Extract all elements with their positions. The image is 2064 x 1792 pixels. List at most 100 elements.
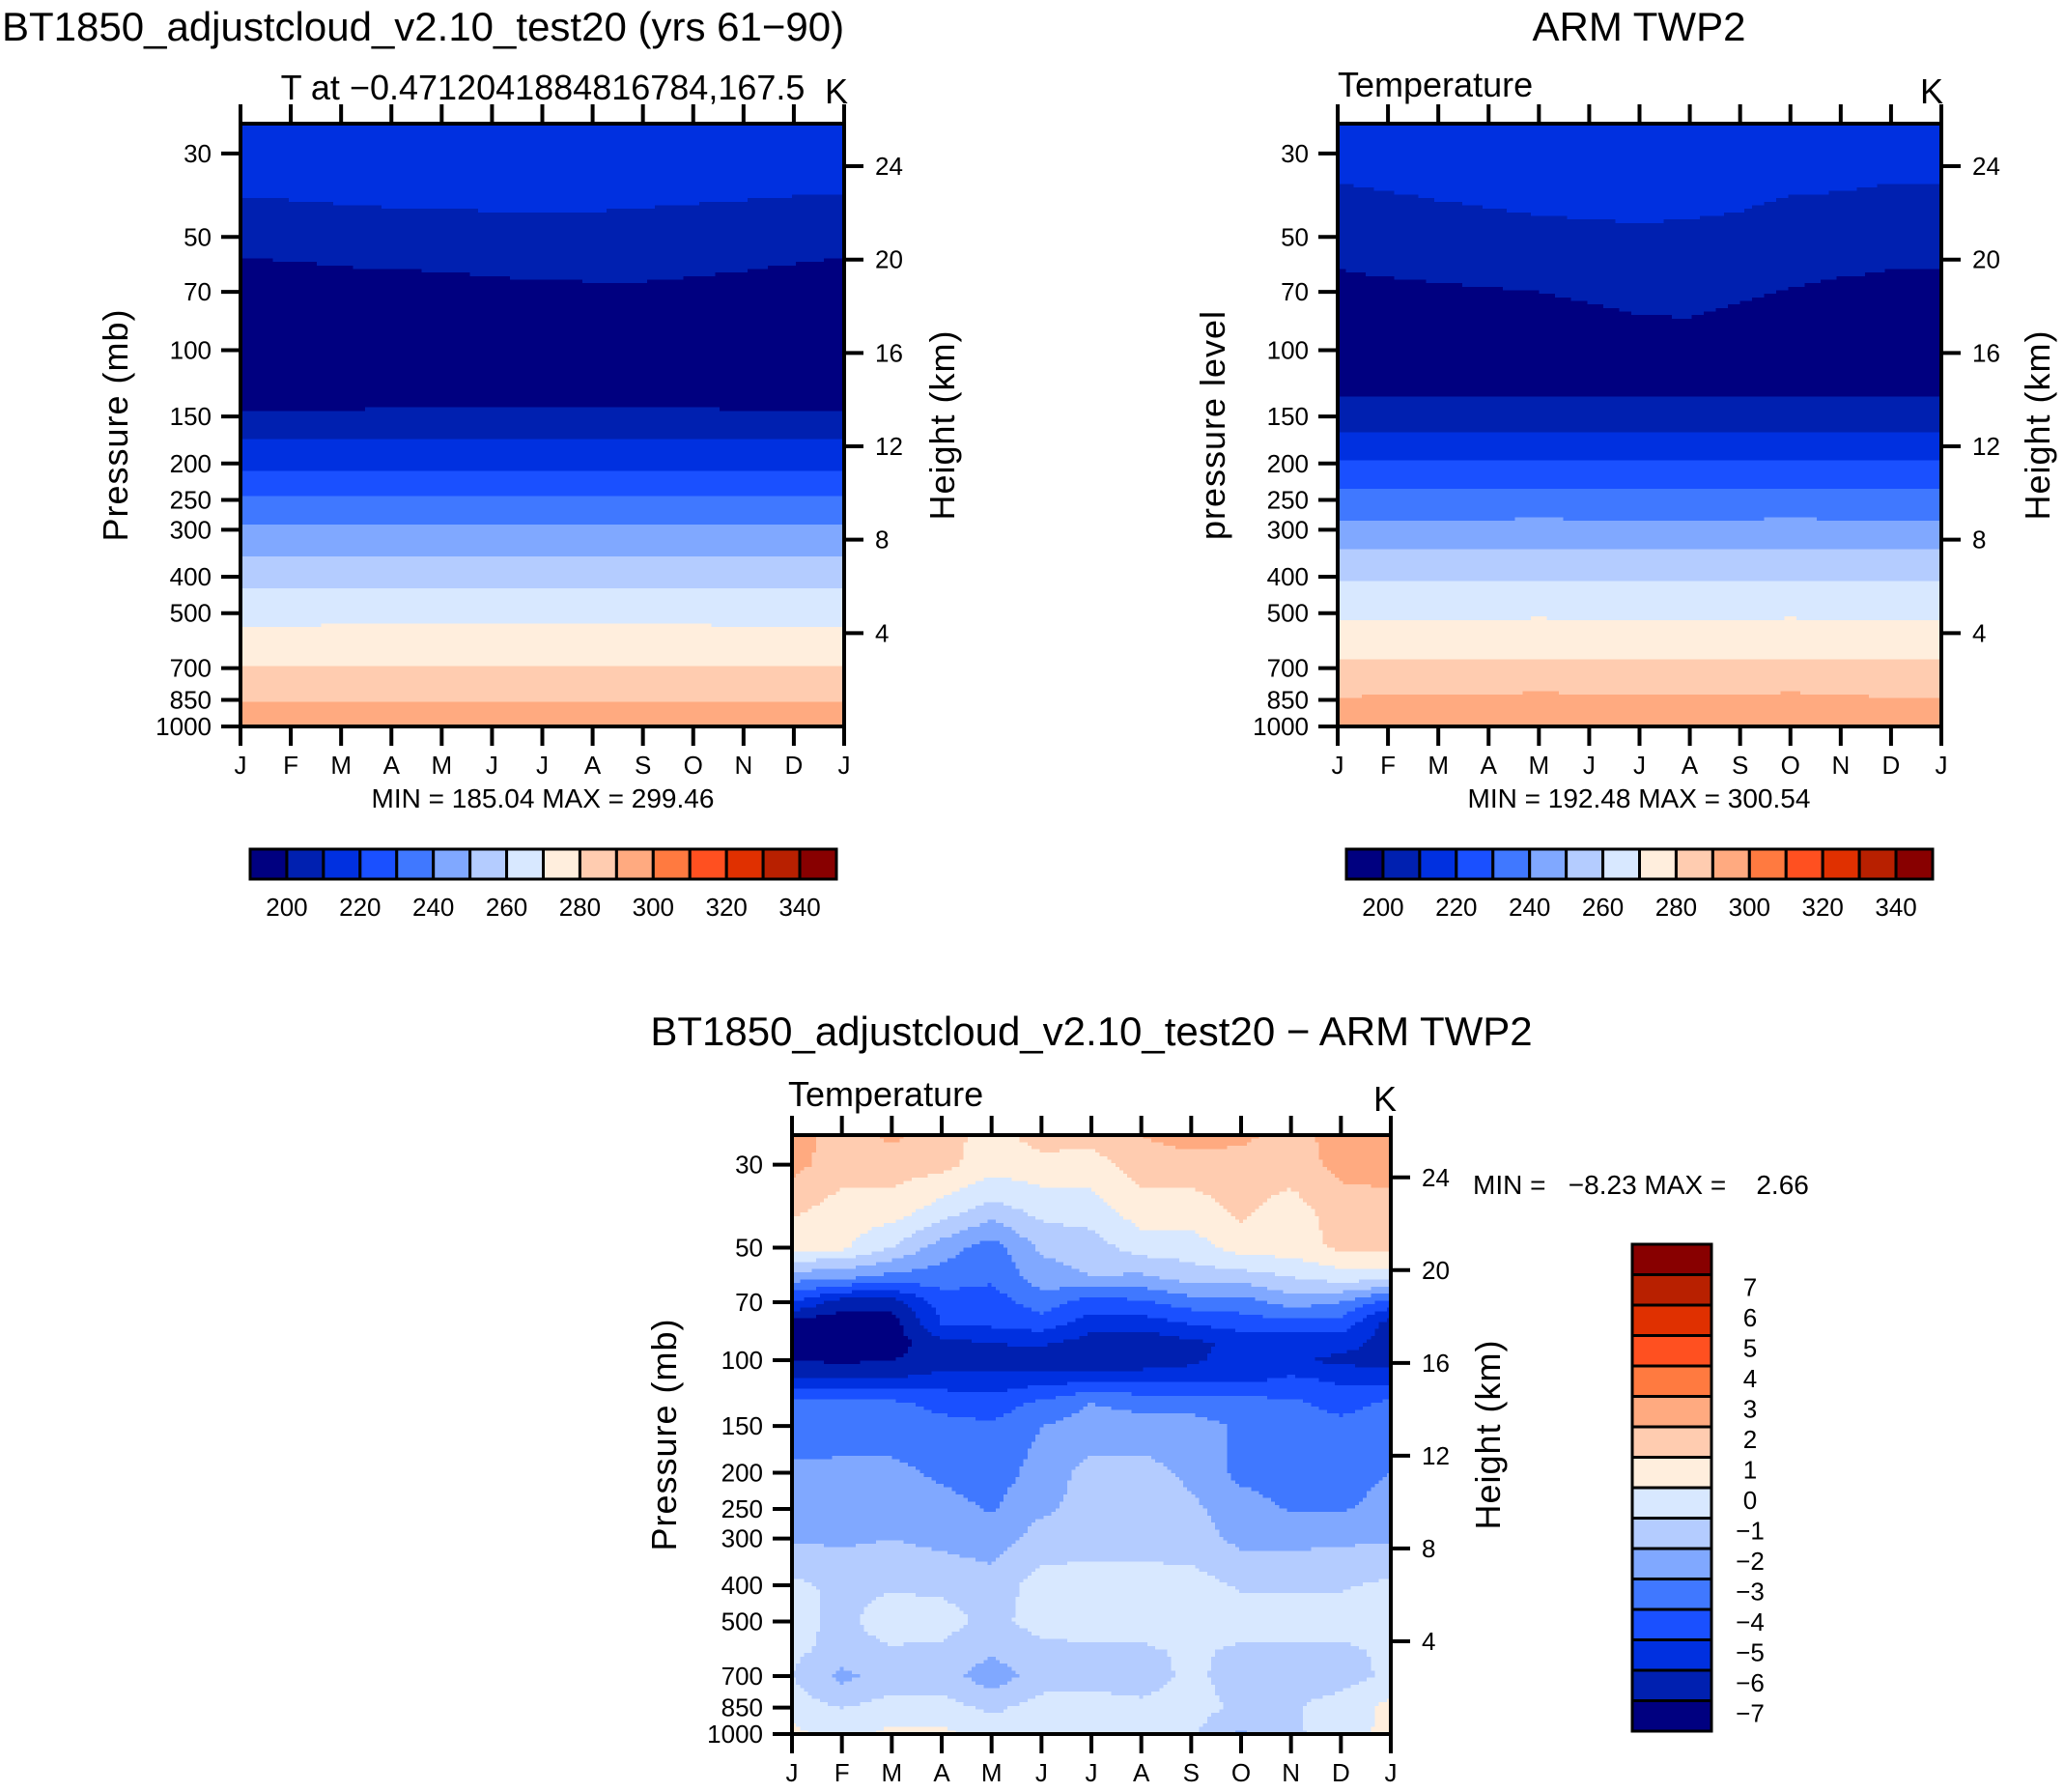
contour-fill-band: [1338, 591, 1942, 596]
contour-fill-band: [240, 584, 845, 589]
contour-fill-band: [792, 1381, 1068, 1386]
contour-fill-band: [987, 1283, 993, 1288]
y-tick-label: 1000: [156, 712, 212, 741]
contour-fill-band: [912, 1234, 952, 1238]
contour-fill-band: [240, 389, 845, 394]
contour-fill-band: [1358, 1346, 1392, 1351]
diff-y2label: Height (km): [1468, 1339, 1508, 1529]
contour-fill-band: [792, 1318, 901, 1323]
contour-fill-band: [923, 1226, 969, 1232]
contour-fill-band: [819, 1202, 933, 1207]
contour-fill-band: [1079, 1296, 1128, 1302]
contour-fill-band: [792, 1198, 825, 1203]
contour-fill-band: [832, 1674, 861, 1679]
contour-fill-band: [1315, 1356, 1392, 1362]
contour-fill-band: [240, 173, 845, 178]
contour-fill-band: [1311, 1304, 1364, 1309]
contour-fill-band: [1111, 1406, 1320, 1411]
contour-fill-band: [1206, 1674, 1376, 1679]
contour-fill-band: [1371, 1294, 1392, 1298]
contour-fill-band: [1318, 1152, 1392, 1157]
contour-fill-band: [1338, 428, 1942, 433]
contour-fill-band: [895, 1184, 969, 1189]
obs-y2label: Height (km): [2018, 329, 2057, 520]
contour-fill-band: [899, 1459, 1025, 1464]
contour-fill-band: [792, 1504, 980, 1510]
contour-fill-band: [1032, 1283, 1252, 1288]
contour-fill-band: [1115, 1244, 1216, 1249]
plot-layer: J F M A M J J A S O N D J305070100150200250300400500…: [156, 104, 2000, 1787]
contour-fill-band: [240, 474, 845, 479]
contour-fill-band: [1315, 1209, 1392, 1213]
colorbar-label: 200: [266, 893, 307, 922]
contour-fill-band: [1183, 1484, 1240, 1489]
contour-fill-band: [1322, 1159, 1392, 1164]
contour-fill-band: [1266, 1300, 1340, 1305]
contour-fill-band: [655, 205, 845, 210]
y-tick-label: 500: [721, 1607, 763, 1636]
contour-fill-band: [852, 1244, 897, 1249]
y-tick-label: 150: [1267, 402, 1309, 431]
contour-fill-band: [240, 272, 471, 277]
contour-fill-band: [1015, 1540, 1229, 1545]
contour-fill-band: [1004, 1494, 1064, 1499]
contour-fill-band: [1095, 1403, 1312, 1408]
contour-fill-band: [1338, 180, 1942, 185]
contour-fill-band: [1318, 1215, 1392, 1221]
contour-fill-band: [951, 1166, 1120, 1172]
colorbar-box: [468, 847, 509, 881]
contour-fill-band: [1338, 166, 1942, 171]
contour-fill-band: [927, 1300, 1017, 1305]
contour-fill-band: [1171, 1666, 1212, 1671]
contour-fill-band: [1354, 1322, 1380, 1326]
contour-fill-band: [1374, 1716, 1392, 1721]
contour-fill-band: [987, 1656, 997, 1662]
contour-fill-band: [240, 152, 845, 156]
contour-fill-band: [792, 1469, 920, 1474]
y-tick-label: 300: [1267, 515, 1309, 544]
contour-fill-band: [907, 1346, 1212, 1351]
contour-fill-band: [792, 1392, 1077, 1397]
contour-fill-band: [792, 1455, 833, 1461]
contour-fill-band: [1374, 1705, 1392, 1711]
contour-fill-band: [903, 1540, 1017, 1545]
contour-fill-band: [903, 1332, 933, 1337]
contour-fill-band: [1338, 127, 1942, 131]
contour-fill-band: [240, 644, 845, 649]
contour-fill-band: [815, 1149, 965, 1153]
contour-fill-band: [1023, 1579, 1220, 1583]
contour-fill-band: [1331, 1353, 1392, 1358]
contour-fill-band: [792, 1540, 877, 1545]
contour-fill-band: [1206, 1670, 1376, 1675]
colorbar-label: 6: [1743, 1303, 1757, 1332]
contour-fill-band: [792, 1515, 1044, 1521]
contour-fill-band: [240, 460, 845, 465]
colorbar-box: [688, 847, 728, 881]
contour-fill-band: [240, 336, 845, 341]
y-tick-label: 30: [184, 139, 212, 168]
contour-fill-band: [811, 1152, 965, 1157]
contour-fill-band: [240, 343, 845, 348]
contour-fill-band: [1219, 1529, 1392, 1534]
contour-fill-band: [824, 1360, 861, 1365]
contour-fill-band: [1067, 1638, 1392, 1643]
contour-fill-band: [1338, 243, 1942, 249]
contour-fill-band: [792, 1656, 801, 1662]
contour-fill-band: [792, 1155, 813, 1161]
contour-fill-band: [240, 442, 845, 447]
contour-fill-band: [1338, 237, 1942, 242]
contour-fill-band: [792, 1525, 1029, 1531]
contour-fill-band: [240, 304, 845, 309]
contour-fill-band: [1374, 1720, 1392, 1724]
contour-fill-band: [1219, 1709, 1304, 1714]
contour-fill-band: [792, 1364, 1188, 1369]
contour-fill-band: [792, 1536, 1021, 1542]
contour-fill-band: [1318, 1145, 1392, 1151]
x-tick-label: O: [684, 751, 703, 780]
contour-fill-band: [1067, 1381, 1336, 1386]
contour-fill-band: [1338, 360, 1942, 366]
y2-tick-label: 16: [875, 338, 903, 367]
contour-fill-band: [1163, 1463, 1229, 1467]
contour-fill-band: [792, 1174, 797, 1179]
contour-fill-band: [1043, 1255, 1148, 1260]
